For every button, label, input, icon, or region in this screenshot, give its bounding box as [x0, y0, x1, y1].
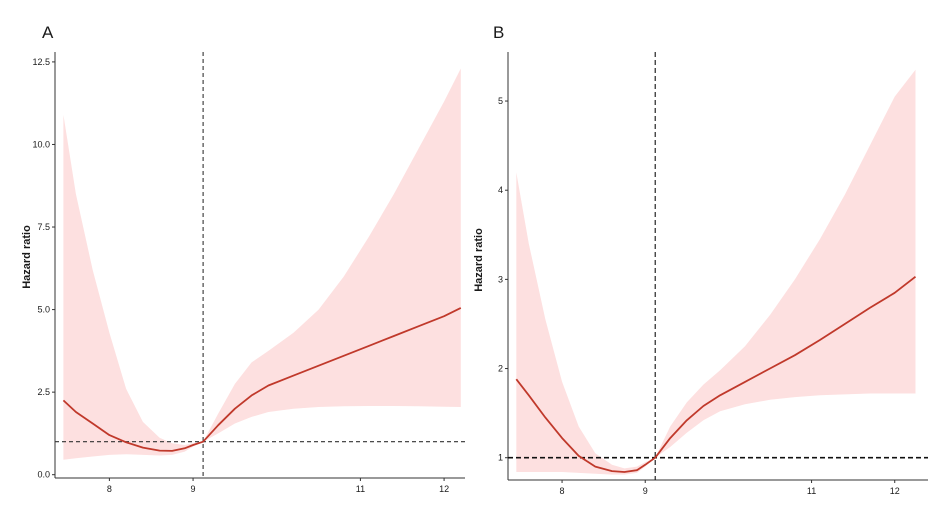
x-tick-label-b: 8	[560, 486, 565, 496]
y-tick-label-a: 12.5	[32, 57, 50, 67]
y-tick-label-b: 5	[498, 96, 503, 106]
y-tick-label-a: 10.0	[32, 139, 50, 149]
x-tick-label-a: 9	[191, 484, 196, 494]
y-tick-label-b: 4	[498, 185, 503, 195]
hazard-ratio-line-b	[515, 275, 917, 473]
y-tick-label-b: 2	[498, 364, 503, 374]
y-tick-label-a: 5.0	[37, 305, 50, 315]
x-tick-label-a: 8	[107, 484, 112, 494]
y-tick-label-b: 3	[498, 274, 503, 284]
hazard-ratio-line-a	[62, 307, 462, 452]
x-tick-label-b: 12	[890, 486, 900, 496]
x-tick-label-b: 11	[807, 486, 816, 496]
panel-label-b: B	[493, 23, 504, 42]
y-axis-title-a: Hazard ratio	[21, 225, 33, 289]
y-axis-title-b: Hazard ratio	[473, 228, 485, 292]
y-tick-label-a: 7.5	[37, 222, 50, 232]
y-tick-label-a: 2.5	[37, 387, 50, 397]
y-tick-label-a: 0.0	[37, 470, 50, 480]
plot-area-a: 0.0 2.5 5.0 7.5 10.0 12.5 8 9 11 12	[32, 52, 465, 494]
x-tick-label-a: 12	[439, 484, 449, 494]
panel-a: A Hazard ratio 0.0 2.5 5.0 7.5 10.0 12.5 8 9 11 1…	[21, 23, 465, 494]
panel-label-a: A	[42, 23, 54, 42]
confidence-band-a	[63, 68, 461, 460]
x-tick-label-b: 9	[643, 486, 648, 496]
y-tick-label-b: 1	[498, 453, 503, 463]
x-tick-label-a: 11	[356, 484, 365, 494]
confidence-band-b	[516, 69, 916, 475]
